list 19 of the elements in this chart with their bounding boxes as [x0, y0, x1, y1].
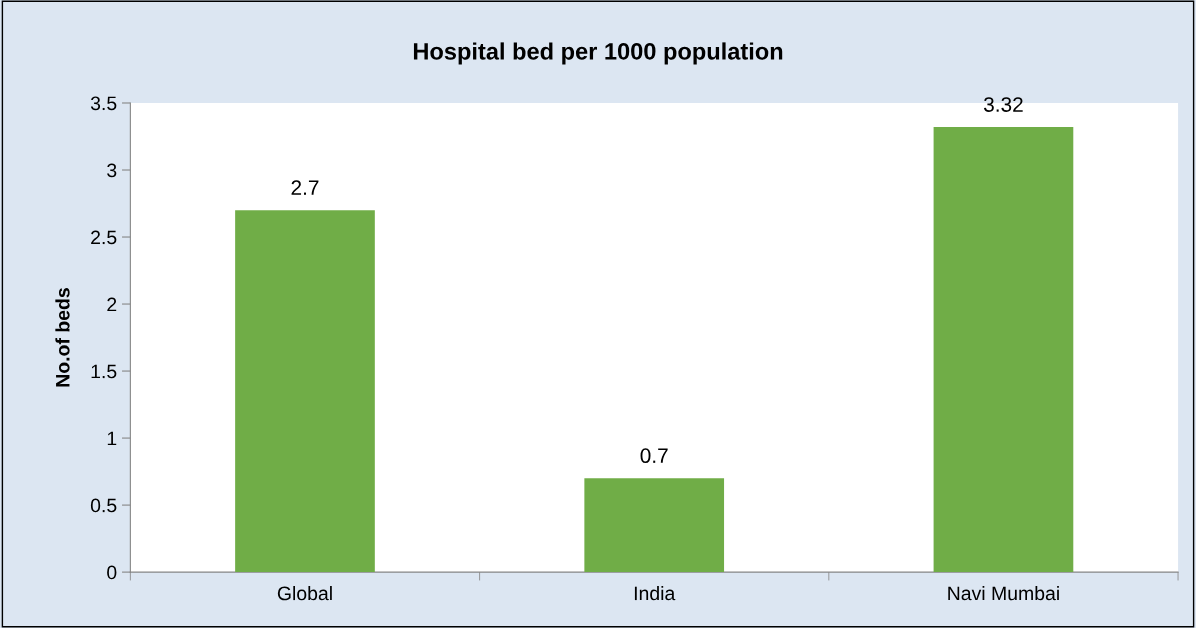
y-tick-label: 3.5 — [90, 96, 117, 111]
y-axis-title: No.of beds — [55, 288, 70, 387]
y-tick-label: 3 — [107, 163, 117, 178]
y-tick-label: 0 — [107, 565, 117, 580]
bar — [584, 478, 725, 573]
data-label: 3.32 — [983, 97, 1023, 112]
y-tick-label: 0.5 — [90, 498, 117, 513]
y-tick-label: 1.5 — [91, 364, 117, 379]
data-label: 0.7 — [640, 448, 668, 464]
x-tick-label: India — [634, 586, 676, 601]
chart-title: Hospital bed per 1000 population — [413, 42, 783, 65]
y-tick-label: 2.5 — [91, 230, 117, 245]
bar — [235, 210, 375, 573]
bar — [933, 127, 1074, 573]
y-tick-label: 2 — [107, 297, 117, 312]
x-tick-label: Navi Mumbai — [948, 586, 1059, 601]
data-label: 2.7 — [291, 180, 319, 195]
x-tick-label: Global — [277, 586, 332, 601]
y-tick-label: 1 — [107, 431, 117, 446]
